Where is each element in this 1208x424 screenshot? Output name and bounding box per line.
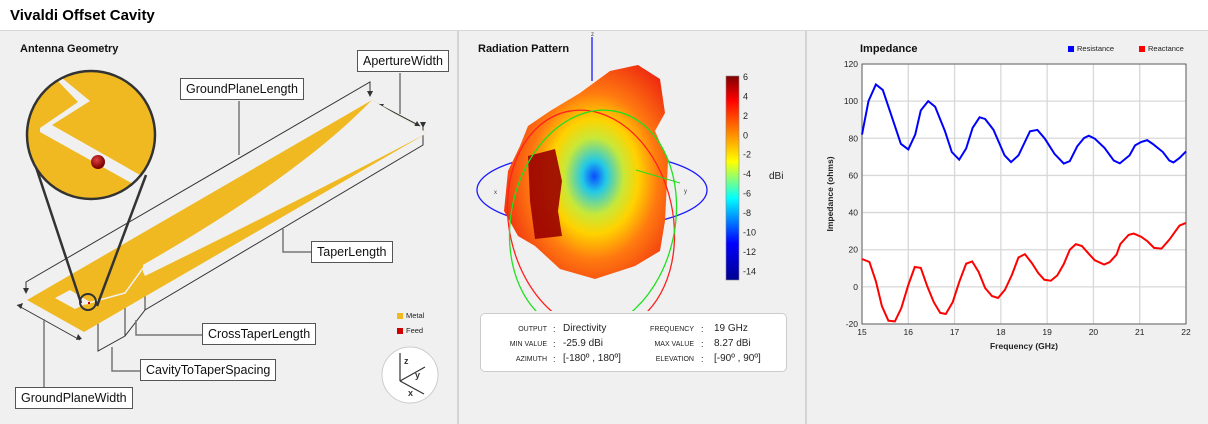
y-axis-label: Impedance (ohms)	[825, 156, 835, 231]
x-tick-label: 16	[904, 327, 914, 337]
metal-swatch	[397, 313, 403, 320]
colorbar-unit: dBi	[769, 171, 783, 182]
sep: :	[701, 324, 704, 334]
rp-x-label: x	[494, 190, 497, 196]
sep: :	[553, 354, 556, 364]
legend-metal: Metal	[397, 311, 424, 320]
colorbar-tick-label: -14	[743, 266, 756, 276]
radiation-title: Radiation Pattern	[478, 43, 570, 55]
x-tick-label: 22	[1181, 327, 1191, 337]
rp-z-label: z	[591, 32, 594, 38]
y-tick-label: -20	[846, 319, 859, 329]
colorbar-tick-label: 0	[743, 130, 748, 140]
colorbar-tick-label: -4	[743, 169, 751, 179]
label-ground-plane-width[interactable]: GroundPlaneWidth	[15, 387, 133, 409]
colorbar-tick-label: -12	[743, 247, 756, 257]
dimension-lines	[16, 81, 424, 352]
label-cross-taper-length[interactable]: CrossTaperLength	[202, 323, 317, 345]
max-value: 8.27 dBi	[714, 338, 751, 349]
reactance-swatch	[1139, 46, 1145, 53]
output-value: Directivity	[563, 323, 607, 334]
legend-feed: Feed	[397, 326, 423, 335]
x-tick-label: 20	[1089, 327, 1099, 337]
y-tick-label: 80	[849, 133, 859, 143]
xz-plane-ring	[506, 109, 676, 311]
reactance-line	[861, 222, 1187, 323]
azimuth-key: AZIMUTH	[515, 356, 547, 363]
legend-label: Resistance	[1077, 44, 1115, 53]
sep: :	[701, 339, 704, 349]
y-tick-label: 40	[849, 208, 859, 218]
magnifier-inset	[25, 69, 157, 311]
x-tick-label: 19	[1042, 327, 1052, 337]
y-tick-label: 60	[849, 170, 859, 180]
legend-reactance: Reactance	[1139, 44, 1184, 53]
colorbar-tick-label: -10	[743, 227, 756, 237]
y-tick-label: 20	[849, 245, 859, 255]
radiation-pattern-plot[interactable]: z x y 6 4 2 0 -2 -4 -6 -8 -10 -12 -14 dBi	[460, 31, 805, 311]
frequency-key: FREQUENCY	[650, 326, 694, 333]
y-axis-line	[635, 169, 681, 184]
label-aperture-width[interactable]: ApertureWidth	[357, 50, 449, 72]
plot-area	[862, 64, 1186, 324]
yz-plane-ring	[508, 109, 678, 311]
axis-x-label: x	[408, 388, 413, 398]
y-tick-label: 100	[844, 96, 858, 106]
geometry-title: Antenna Geometry	[20, 43, 119, 55]
min-value: -25.9 dBi	[563, 338, 604, 349]
elevation-value: [-90º , 90º]	[714, 353, 761, 364]
high-directivity-lobe	[528, 149, 562, 239]
max-value-key: MAX VALUE	[654, 341, 694, 348]
panel-divider	[457, 31, 459, 424]
y-tick-label: 120	[844, 59, 858, 69]
leader-lines	[43, 73, 401, 387]
legend-label: Reactance	[1148, 44, 1184, 53]
frequency-value: 19 GHz	[714, 323, 748, 334]
resistance-line	[861, 82, 1187, 165]
min-value-key: MIN VALUE	[509, 341, 547, 348]
impedance-chart[interactable]: 15 16 17 18 19 20 21 22 120 100 80 60 40 20 0 -20 Freque…	[808, 31, 1208, 424]
title-bar: Vivaldi Offset Cavity	[0, 0, 1208, 31]
impedance-title: Impedance	[860, 43, 918, 55]
plot-frame	[861, 63, 1187, 325]
pattern-info-box: OUTPUT : Directivity MIN VALUE : -25.9 d…	[480, 313, 787, 372]
axis-z-label: z	[404, 356, 409, 366]
rp-y-label: y	[684, 189, 687, 195]
y-tick-label: 0	[853, 282, 858, 292]
legend-resistance: Resistance	[1068, 44, 1114, 53]
feed-point	[91, 155, 105, 169]
colorbar-tick-label: -2	[743, 150, 751, 160]
legend-label: Metal	[406, 311, 425, 320]
colorbar	[725, 75, 740, 281]
x-tick-label: 15	[857, 327, 867, 337]
feed-swatch	[397, 328, 403, 335]
colorbar-tick-label: 6	[743, 72, 748, 82]
x-tick-label: 17	[950, 327, 960, 337]
x-tick-label: 21	[1135, 327, 1145, 337]
sep: :	[701, 354, 704, 364]
axis-y-label: y	[415, 370, 420, 380]
colorbar-tick-label: 2	[743, 111, 748, 121]
taper-slot-gap	[143, 100, 427, 275]
colorbar-tick-label: 4	[743, 91, 748, 101]
legend-label: Feed	[406, 326, 424, 335]
resistance-swatch	[1068, 46, 1074, 53]
elevation-key: ELEVATION	[655, 356, 694, 363]
label-cavity-to-taper-spacing[interactable]: CavityToTaperSpacing	[140, 359, 277, 381]
panel-divider	[805, 31, 807, 424]
colorbar-tick-label: -8	[743, 208, 751, 218]
x-tick-label: 18	[996, 327, 1006, 337]
colorbar-tick-label: -6	[743, 189, 751, 199]
label-taper-length[interactable]: TaperLength	[311, 241, 393, 263]
orientation-axes[interactable]	[381, 346, 439, 404]
azimuth-value: [-180º , 180º]	[563, 353, 621, 364]
x-axis-label: Frequency (GHz)	[990, 341, 1058, 351]
sep: :	[553, 324, 556, 334]
label-ground-plane-length[interactable]: GroundPlaneLength	[180, 78, 304, 100]
output-key: OUTPUT	[518, 326, 547, 333]
app-title: Vivaldi Offset Cavity	[10, 7, 155, 24]
antenna-geometry-drawing[interactable]: z y x	[0, 0, 458, 424]
sep: :	[553, 339, 556, 349]
